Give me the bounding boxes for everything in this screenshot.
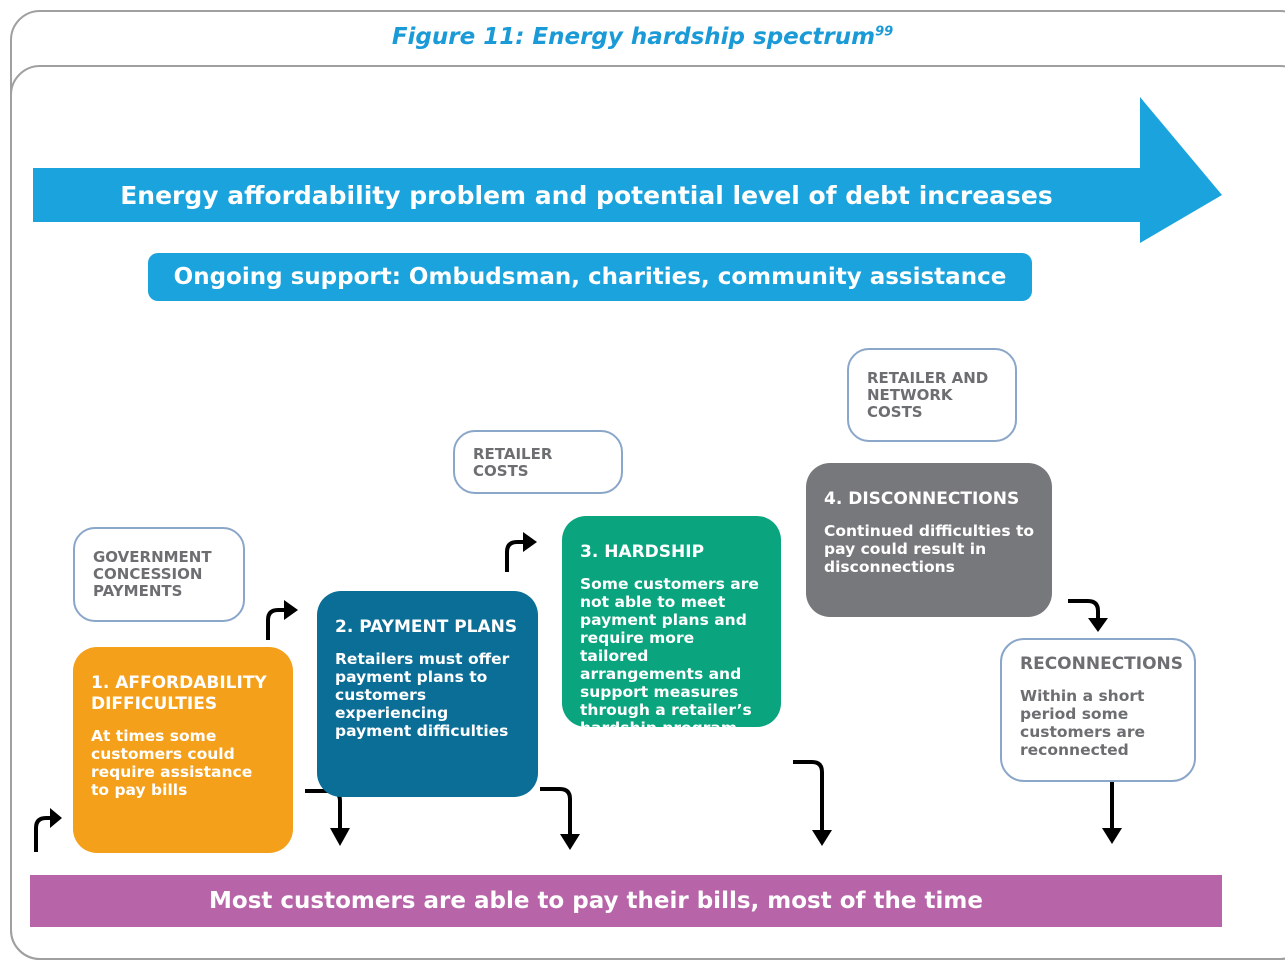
cost-box: RETAILER COSTS xyxy=(453,430,623,494)
cost-text: RETAILER COSTS xyxy=(473,445,553,480)
stage-text: Continued difficulties to pay could resu… xyxy=(824,522,1034,576)
cost-box: GOVERNMENT CONCESSION PAYMENTS xyxy=(73,527,245,622)
spectrum-arrow xyxy=(33,97,1222,243)
stage-box: 4. DISCONNECTIONS Continued difficulties… xyxy=(806,463,1052,617)
stage-box: 1. AFFORDABILITY DIFFICULTIES At times s… xyxy=(73,647,293,853)
stage-text: Some customers are not able to meet paym… xyxy=(580,575,759,737)
stage-title: 1. AFFORDABILITY DIFFICULTIES xyxy=(91,673,267,714)
stage-text: Within a short period some customers are… xyxy=(1020,687,1146,759)
cost-text: GOVERNMENT CONCESSION PAYMENTS xyxy=(93,548,212,600)
title-footnote: 99 xyxy=(875,24,894,40)
stage-box: 2. PAYMENT PLANS Retailers must offer pa… xyxy=(317,591,538,797)
spectrum-label: Energy affordability problem and potenti… xyxy=(120,180,1053,210)
stage-title: RECONNECTIONS xyxy=(1020,654,1184,674)
stage-box: RECONNECTIONS Within a short period some… xyxy=(1000,638,1196,782)
arrow-heads xyxy=(50,532,1122,850)
stage-title: 4. DISCONNECTIONS xyxy=(824,489,1020,509)
cost-box: RETAILER AND NETWORK COSTS xyxy=(847,348,1017,442)
stage-text: At times some customers could require as… xyxy=(91,727,253,799)
cost-text: RETAILER AND NETWORK COSTS xyxy=(867,369,989,421)
figure-title: Figure 11: Energy hardship spectrum99 xyxy=(0,24,1285,50)
inner-frame xyxy=(10,65,1285,960)
support-box: Ongoing support: Ombudsman, charities, c… xyxy=(148,253,1032,301)
stage-text: Retailers must offer payment plans to cu… xyxy=(335,650,510,740)
stage-title: 2. PAYMENT PLANS xyxy=(335,617,518,637)
stage-title: 3. HARDSHIP xyxy=(580,542,705,562)
title-text: Figure 11: Energy hardship spectrum xyxy=(391,24,876,50)
stage-box: 3. HARDSHIP Some customers are not able … xyxy=(562,516,781,737)
base-bar: Most customers are able to pay their bil… xyxy=(30,875,1222,927)
